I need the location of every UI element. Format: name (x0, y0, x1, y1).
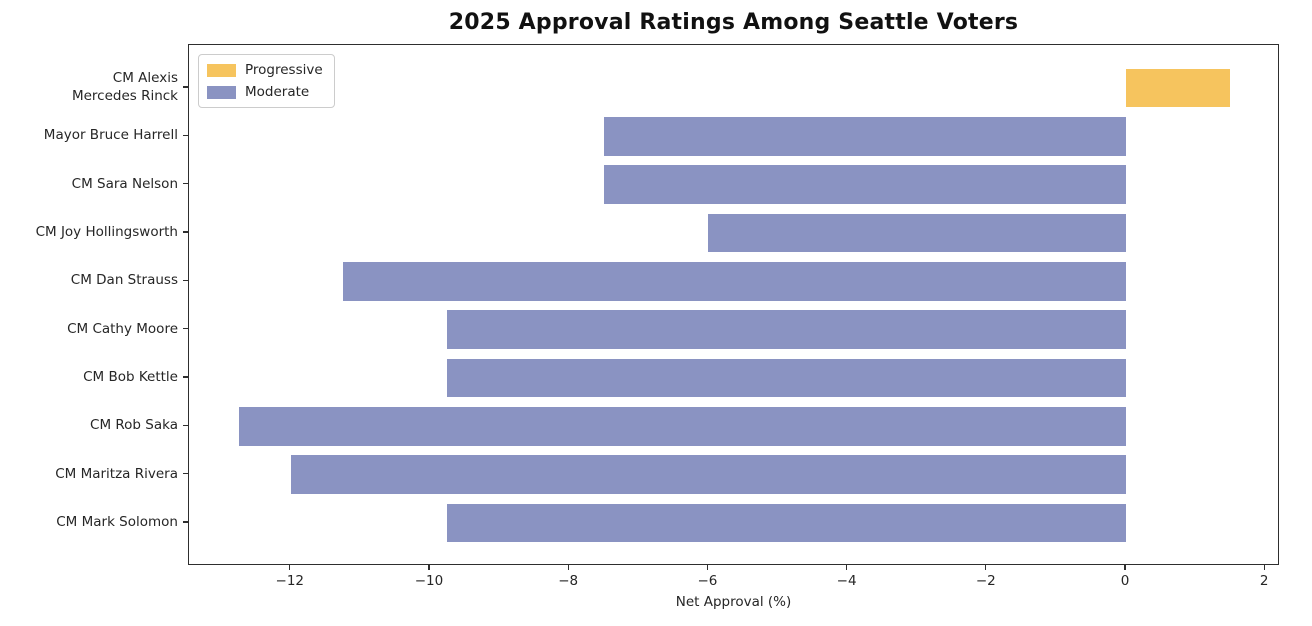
legend-label: Moderate (245, 84, 310, 100)
y-tick-mark (183, 279, 188, 281)
x-tick-label: −2 (975, 573, 996, 589)
bar (447, 358, 1126, 398)
y-axis-label: CM Bob Kettle (83, 368, 178, 385)
x-tick-mark (289, 565, 291, 570)
legend-item: Progressive (207, 62, 323, 78)
y-axis-label: Mayor Bruce Harrell (43, 127, 178, 144)
bar (290, 455, 1126, 494)
legend: Progressive Moderate (198, 54, 335, 108)
x-tick-mark (706, 565, 709, 570)
y-tick-mark (183, 231, 188, 233)
y-tick-mark (183, 521, 188, 523)
bar (238, 406, 1126, 446)
bar (708, 213, 1126, 253)
x-tick-label: −12 (275, 573, 305, 589)
x-tick-label: −8 (558, 573, 579, 589)
y-tick-mark (183, 376, 188, 378)
x-axis-title: Net Approval (%) (675, 594, 792, 610)
y-axis-label: CM Sara Nelson (71, 175, 178, 192)
bar (603, 165, 1126, 204)
y-axis-label: CM Rob Saka (90, 417, 178, 434)
bar (447, 503, 1126, 543)
x-tick-mark (985, 565, 987, 570)
bar (447, 310, 1126, 349)
x-tick-mark (845, 565, 848, 570)
y-axis-label: CM Cathy Moore (67, 320, 178, 337)
bar (342, 262, 1126, 301)
y-tick-mark (183, 473, 188, 475)
y-tick-mark (183, 183, 188, 185)
legend-swatch (207, 85, 236, 99)
x-tick-label: −10 (414, 573, 444, 589)
y-axis-label: CM Dan Strauss (70, 272, 178, 289)
bar (1126, 68, 1231, 108)
y-axis-label: CM Maritza Rivera (55, 465, 178, 482)
y-tick-mark (183, 134, 188, 136)
x-tick-label: 2 (1259, 573, 1269, 589)
x-tick-label: 0 (1120, 573, 1130, 589)
x-tick-label: −6 (697, 573, 718, 589)
bar (603, 117, 1126, 156)
y-tick-mark (183, 424, 188, 426)
x-tick-mark (567, 565, 569, 570)
chart-title: 2025 Approval Ratings Among Seattle Vote… (448, 10, 1019, 35)
x-tick-label: −4 (836, 573, 857, 589)
x-tick-mark (428, 565, 430, 570)
legend-item: Moderate (207, 84, 323, 100)
x-tick-mark (1263, 565, 1265, 570)
plot-area: Progressive Moderate (188, 44, 1279, 565)
legend-swatch (207, 63, 236, 77)
y-axis-label: CM Mark Solomon (56, 513, 178, 530)
y-axis-label: CM Joy Hollingsworth (35, 223, 178, 240)
x-tick-mark (1124, 565, 1126, 570)
y-tick-mark (183, 86, 188, 88)
y-tick-mark (183, 328, 188, 330)
y-axis-label: CM Alexis Mercedes Rinck (71, 69, 178, 104)
legend-label: Progressive (245, 62, 323, 78)
